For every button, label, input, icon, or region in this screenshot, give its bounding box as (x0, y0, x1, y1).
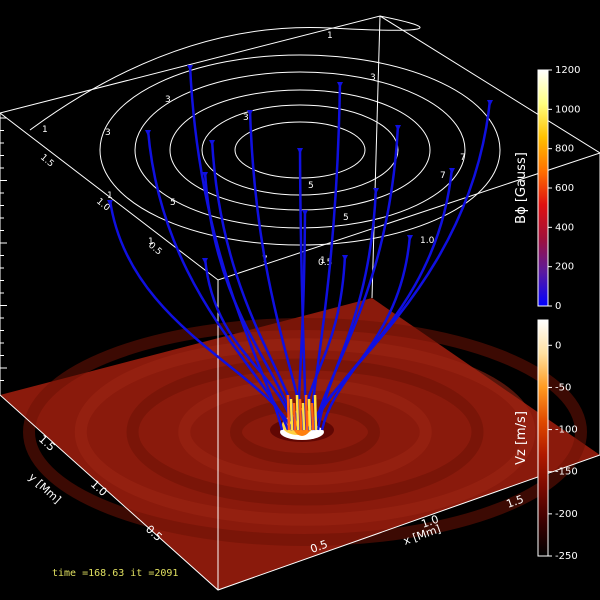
flux-streak (295, 394, 300, 431)
top-contours (29, 15, 501, 246)
colorbar-tick-label: 1200 (555, 65, 580, 76)
field-line-arrow (209, 140, 215, 146)
field-line-arrow (145, 130, 151, 136)
flux-streak (301, 402, 306, 431)
colorbar-tick-label: 400 (555, 222, 574, 233)
contour-label: 3 (165, 95, 171, 105)
field-line (203, 257, 296, 431)
field-line-arrow (107, 200, 113, 206)
field-line-arrow (202, 258, 208, 264)
colorbar-tick-label: 0 (555, 301, 561, 312)
colorbar-title: Bϕ [Gauss] (514, 152, 529, 224)
floor-x-tick-label: 0.5 (309, 538, 330, 556)
contour-label: 3 (243, 113, 249, 123)
colorbars: 1200 1000 800 600 400 200 0 Bϕ [Gauss] 0 -50 -100 -… (514, 65, 580, 562)
top-x-tick-label: 0.5 (318, 258, 332, 268)
top-y-tick-label: 1.5 (38, 153, 55, 170)
flux-streak (286, 394, 291, 431)
field-line (312, 124, 400, 431)
floor-ring (74, 338, 536, 526)
flux-streak (298, 398, 303, 431)
colorbar-tick-label: -150 (555, 467, 578, 478)
contour-label: 5 (343, 213, 349, 223)
contour-label: 5 (170, 198, 176, 208)
field-line-arrow (247, 110, 253, 116)
colorbar-tick-label: 1000 (555, 104, 580, 115)
field-line-arrow (487, 100, 493, 106)
field-line-arrow (337, 82, 343, 88)
field-line-arrow (395, 125, 401, 131)
contour-label: 1 (107, 191, 113, 201)
floor-x-tick-label: 1.0 (420, 513, 441, 531)
colorbar-tick-label: 200 (555, 262, 574, 273)
colorbar-tick-label: -100 (555, 425, 578, 436)
flux-streak (310, 402, 315, 431)
flux-streak (292, 402, 297, 431)
contour-label: 5 (308, 181, 314, 191)
status-readout: time =168.63 it =2091 (52, 568, 179, 579)
top-face-outline (0, 15, 600, 281)
contour-label: 1 (320, 256, 326, 266)
left-edge-ticks (0, 117, 7, 381)
contour-label: 1 (148, 237, 154, 247)
colorbar-tick-label: 0 (555, 340, 561, 351)
field-line-arrow (187, 65, 193, 71)
field-line-arrow (302, 210, 308, 216)
floor-x-tick-label: 1.5 (505, 493, 526, 511)
contour-label: 3 (105, 128, 111, 138)
contour-label: 1 (42, 125, 48, 135)
flux-streak (289, 398, 294, 431)
contour-label: 7 (460, 153, 466, 163)
flux-streak (304, 394, 309, 431)
top-x-tick-label: 1.0 (420, 236, 435, 246)
contour-label: 3 (370, 73, 376, 83)
colorbar-tick-label: -200 (555, 509, 578, 520)
field-line-arrow (342, 255, 348, 261)
contour-label: 7 (440, 171, 446, 181)
floor-front-edges (0, 394, 600, 591)
field-line (306, 99, 492, 431)
field-line (310, 167, 454, 431)
field-line-arrow (297, 148, 303, 154)
colorbar-tick-label: -250 (555, 551, 578, 562)
field-line-arrow (449, 168, 455, 174)
flux-streak (313, 394, 318, 431)
field-line-arrow (407, 235, 413, 241)
flux-streak (307, 398, 312, 431)
field-line-arrow (373, 188, 379, 194)
colorbar-1 (537, 319, 549, 557)
field-lines (107, 64, 493, 431)
colorbar-title: Vz [m/s] (514, 411, 529, 465)
contour-label: 1 (327, 31, 333, 41)
colorbar-tick-label: 800 (555, 144, 574, 155)
floor-ring (23, 318, 587, 546)
colorbar-0 (537, 69, 549, 307)
field-line-arrow (202, 172, 208, 178)
field-line (108, 199, 294, 431)
colorbar-tick-label: 600 (555, 183, 574, 194)
colorbar-tick-label: -50 (555, 382, 571, 393)
contour-outer (29, 15, 421, 131)
